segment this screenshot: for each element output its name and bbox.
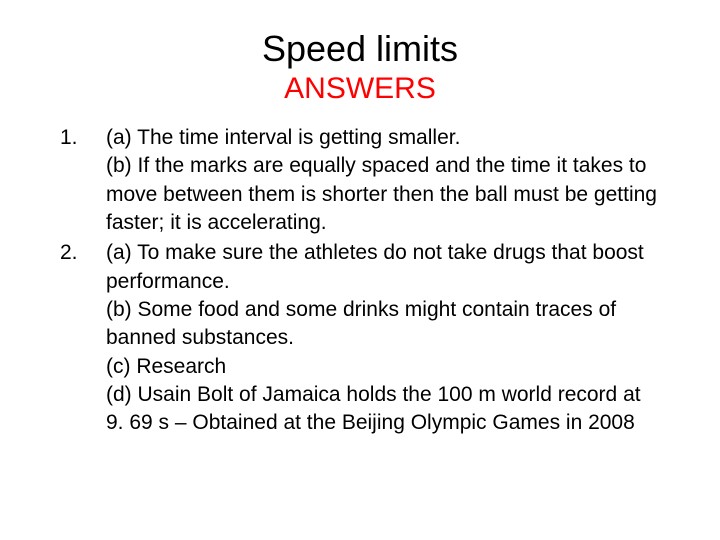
item-number: 1. (60, 124, 106, 152)
answer-part: (a) To make sure the athletes do not tak… (106, 239, 660, 296)
slide-title: Speed limits (60, 28, 660, 70)
answer-part: (a) The time interval is getting smaller… (106, 124, 660, 152)
slide-subtitle: ANSWERS (60, 72, 660, 106)
slide: Speed limits ANSWERS 1. (a) The time int… (0, 0, 720, 540)
answer-part: (c) Research (106, 353, 660, 381)
list-item: 1. (a) The time interval is getting smal… (60, 124, 660, 237)
answer-part: (d) Usain Bolt of Jamaica holds the 100 … (106, 381, 660, 438)
answer-part: (b) Some food and some drinks might cont… (106, 296, 660, 353)
item-number: 2. (60, 239, 106, 267)
item-body: (a) To make sure the athletes do not tak… (106, 239, 660, 437)
item-body: (a) The time interval is getting smaller… (106, 124, 660, 237)
answer-part: (b) If the marks are equally spaced and … (106, 152, 660, 237)
answers-list: 1. (a) The time interval is getting smal… (60, 124, 660, 438)
list-item: 2. (a) To make sure the athletes do not … (60, 239, 660, 437)
